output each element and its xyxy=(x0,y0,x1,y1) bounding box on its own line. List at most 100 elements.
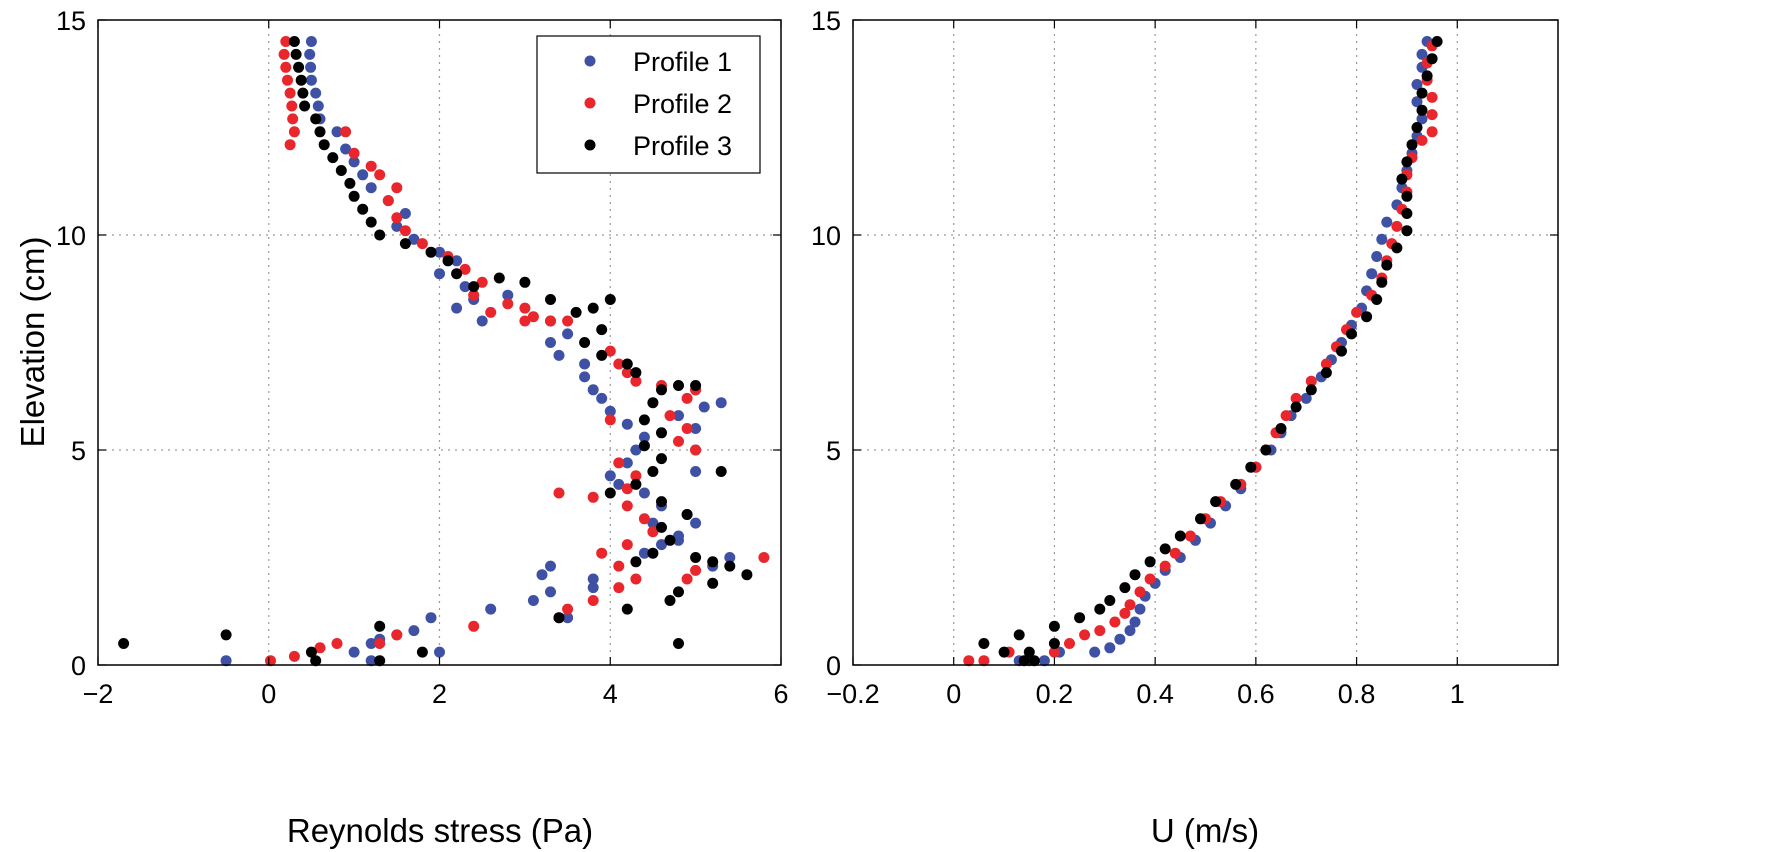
data-point-profile-2 xyxy=(286,100,298,112)
right-y-tick-label: 15 xyxy=(811,6,841,36)
data-point-profile-1 xyxy=(365,638,377,649)
data-point-profile-1 xyxy=(647,517,659,529)
data-point-profile-2 xyxy=(331,638,343,649)
data-point-profile-3 xyxy=(310,113,322,125)
data-point-profile-2 xyxy=(1290,392,1302,404)
left-y-axis-label: Elevation (cm) xyxy=(14,237,51,448)
data-point-profile-1 xyxy=(587,384,599,396)
left-x-tick-label: 2 xyxy=(432,679,447,709)
data-point-profile-1 xyxy=(1104,642,1116,654)
data-point-profile-2 xyxy=(613,358,625,370)
data-point-profile-3 xyxy=(690,552,702,563)
data-point-profile-1 xyxy=(621,457,633,469)
data-point-profile-2 xyxy=(527,311,539,323)
data-point-profile-1 xyxy=(587,573,599,585)
data-point-profile-1 xyxy=(312,100,324,112)
data-point-profile-1 xyxy=(1089,646,1101,658)
data-point-profile-2 xyxy=(1124,599,1136,611)
data-point-profile-3 xyxy=(1144,556,1156,568)
data-point-profile-1 xyxy=(485,603,497,615)
data-point-profile-2 xyxy=(587,491,599,503)
data-point-profile-2 xyxy=(690,564,702,576)
data-point-profile-2 xyxy=(553,487,565,499)
data-point-profile-1 xyxy=(357,169,369,181)
data-point-profile-1 xyxy=(562,612,574,624)
data-point-profile-2 xyxy=(613,560,625,572)
data-point-profile-3 xyxy=(1290,401,1302,413)
data-point-profile-1 xyxy=(1371,251,1383,262)
data-point-profile-3 xyxy=(630,367,642,379)
data-point-profile-2 xyxy=(468,620,480,632)
data-point-profile-1 xyxy=(545,337,556,348)
data-point-profile-1 xyxy=(331,126,343,138)
data-point-profile-1 xyxy=(579,358,591,370)
data-point-profile-2 xyxy=(468,289,480,301)
left-x-axis-label: Reynolds stress (Pa) xyxy=(287,812,593,849)
data-point-profile-1 xyxy=(305,74,317,86)
data-point-profile-2 xyxy=(604,345,616,357)
left-x-tick-labels: −2 0 2 4 6 xyxy=(83,679,789,709)
data-point-profile-3 xyxy=(715,466,727,477)
data-point-profile-3 xyxy=(673,638,684,649)
data-point-profile-1 xyxy=(621,418,633,430)
data-point-profile-2 xyxy=(1351,306,1363,318)
data-point-profile-1 xyxy=(459,281,471,293)
data-point-profile-3 xyxy=(1195,513,1206,525)
data-point-profile-1 xyxy=(545,560,556,572)
data-point-profile-2 xyxy=(459,263,471,275)
data-point-profile-3 xyxy=(288,36,300,47)
data-point-profile-2 xyxy=(391,212,403,224)
data-point-profile-1 xyxy=(690,423,702,434)
data-point-profile-3 xyxy=(310,655,322,667)
data-point-profile-3 xyxy=(1048,638,1060,649)
data-point-profile-2 xyxy=(348,147,360,159)
legend-marker-profile-1 xyxy=(584,55,596,67)
data-point-profile-1 xyxy=(1411,79,1423,90)
data-point-profile-3 xyxy=(314,126,326,138)
data-point-profile-2 xyxy=(502,298,514,310)
data-point-profile-2 xyxy=(391,629,403,641)
right-ticks xyxy=(852,19,1558,666)
data-point-profile-3 xyxy=(1159,543,1171,555)
data-point-profile-2 xyxy=(596,547,608,559)
data-point-profile-1 xyxy=(596,392,608,404)
data-point-profile-3 xyxy=(295,74,307,86)
data-point-profile-1 xyxy=(1129,616,1141,628)
data-point-profile-2 xyxy=(681,423,693,434)
data-point-profile-2 xyxy=(284,87,296,99)
data-point-profile-3 xyxy=(1426,53,1438,65)
data-point-profile-1 xyxy=(638,487,650,499)
data-point-profile-1 xyxy=(1411,96,1423,108)
data-point-profile-1 xyxy=(545,586,556,598)
data-point-profile-2 xyxy=(340,126,352,138)
data-point-profile-3 xyxy=(553,612,565,624)
data-point-profile-1 xyxy=(715,397,727,409)
data-point-profile-2 xyxy=(621,483,633,495)
data-point-profile-3 xyxy=(1371,294,1383,305)
data-point-profile-3 xyxy=(647,397,659,409)
data-point-profile-2 xyxy=(374,169,386,181)
data-point-profile-1 xyxy=(553,349,565,361)
right-series-profile-3 xyxy=(978,36,1443,667)
data-point-profile-1 xyxy=(348,646,360,658)
left-grid xyxy=(98,20,781,665)
right-series-profile-1 xyxy=(1013,36,1433,667)
right-x-tick-label: 0.4 xyxy=(1136,679,1174,709)
data-point-profile-3 xyxy=(1245,461,1257,473)
left-ticks xyxy=(97,19,782,666)
data-point-profile-2 xyxy=(758,552,770,563)
data-point-profile-1 xyxy=(1381,216,1393,228)
data-point-profile-3 xyxy=(1028,655,1040,667)
data-point-profile-2 xyxy=(476,276,488,288)
right-x-tick-label: 0 xyxy=(946,679,961,709)
data-point-profile-2 xyxy=(1048,646,1060,658)
data-point-profile-3 xyxy=(656,427,667,439)
data-point-profile-1 xyxy=(638,547,650,559)
legend-box xyxy=(536,35,761,174)
data-point-profile-1 xyxy=(408,233,420,245)
data-point-profile-1 xyxy=(434,246,445,258)
data-point-profile-2 xyxy=(621,500,633,512)
data-point-profile-2 xyxy=(638,513,650,525)
data-point-profile-1 xyxy=(451,255,463,267)
legend-label-profile-3: Profile 3 xyxy=(633,131,732,161)
